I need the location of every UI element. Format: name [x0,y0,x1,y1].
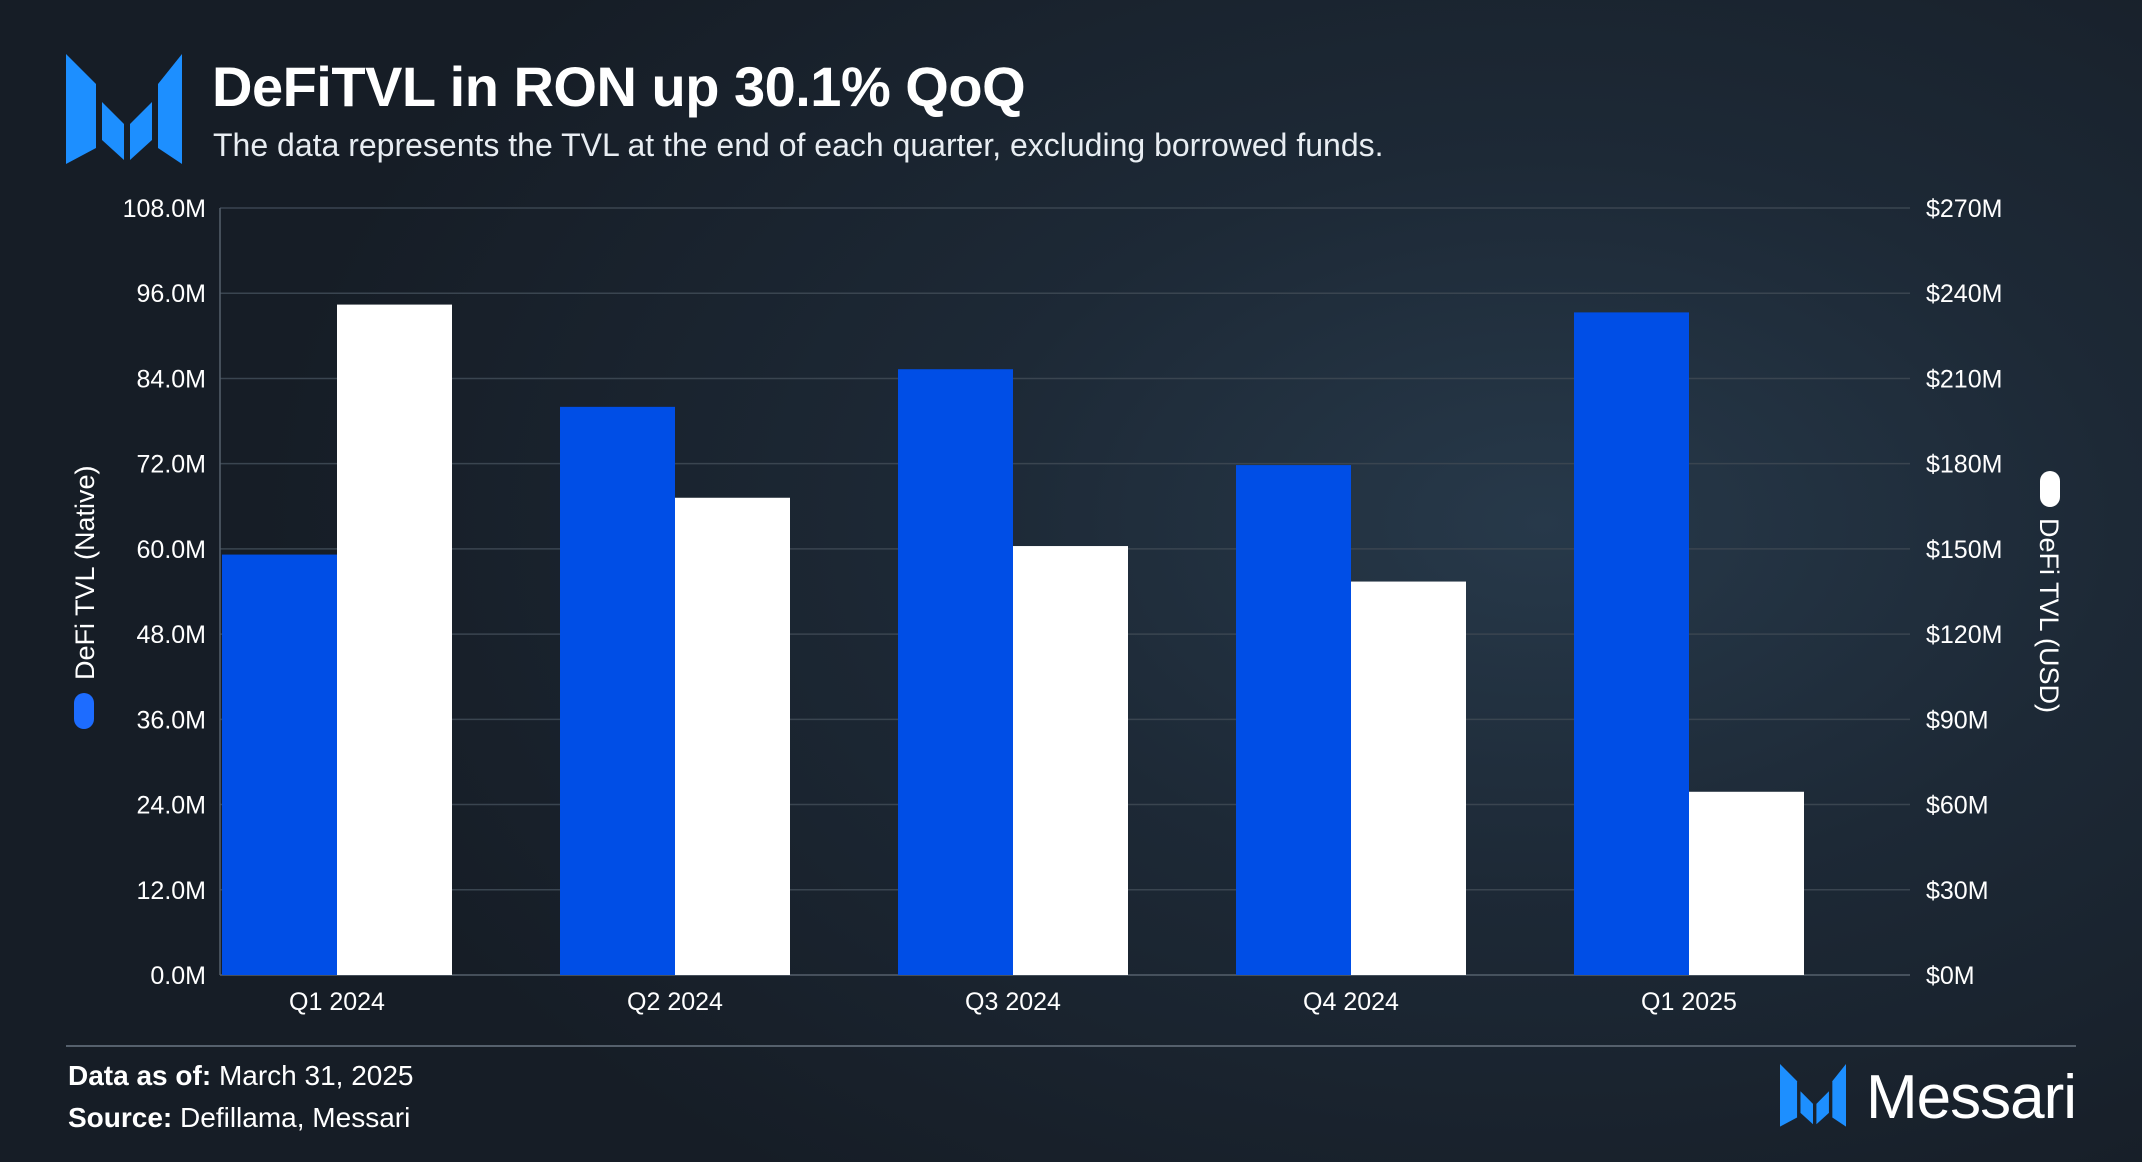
bar-native [898,369,1013,975]
bar-usd [1689,791,1804,975]
x-tick-label: Q3 2024 [965,988,1061,1016]
footer-date-label: Data as of: [68,1060,212,1091]
y-left-tick-label: 84.0M [137,365,206,393]
bar-native [1574,312,1689,975]
y-right-tick-label: $270M [1926,195,2002,223]
y-right-tick-label: $90M [1926,706,1989,734]
footer-source: Source: Defillama, Messari [68,1102,410,1134]
y-right-axis-title: DeFi TVL (USD) [2034,518,2064,713]
brand-logo: Messari [1779,1062,2077,1132]
y-left-tick-label: 72.0M [137,451,206,479]
bar-native [1236,465,1351,975]
chart-title: DeFiTVL in RON up 30.1% QoQ [212,55,1026,118]
y-left-axis-title: DeFi TVL (Native) [70,465,100,680]
y-right-tick-label: $210M [1926,365,2002,393]
legend-native-swatch [74,693,94,729]
bar-usd [1351,581,1466,975]
bar-usd [675,497,790,975]
footer-source-value: Defillama, Messari [180,1102,411,1133]
y-right-tick-label: $150M [1926,536,2002,564]
y-right-tick-label: $0M [1926,962,1975,990]
y-right-tick-label: $180M [1926,451,2002,479]
y-left-tick-label: 36.0M [137,706,206,734]
y-right-tick-label: $120M [1926,621,2002,649]
y-left-tick-label: 12.0M [137,877,206,905]
chart-subtitle: The data represents the TVL at the end o… [213,127,1384,163]
footer-divider [66,1045,2076,1047]
x-tick-label: Q1 2025 [1641,988,1737,1016]
x-tick-label: Q4 2024 [1303,988,1399,1016]
x-tick-label: Q1 2024 [289,988,385,1016]
y-left-tick-label: 0.0M [150,962,206,990]
y-left-tick-label: 48.0M [137,621,206,649]
footer-source-label: Source: [68,1102,173,1133]
x-tick-label: Q2 2024 [627,988,723,1016]
brand-name: Messari [1865,1062,2077,1132]
y-left-tick-label: 60.0M [137,536,206,564]
messari-logo-icon [66,54,182,164]
bar-native [560,406,675,976]
messari-brand-icon [1779,1064,1846,1127]
y-left-tick-label: 96.0M [137,280,206,308]
y-right-tick-label: $60M [1926,792,1989,820]
y-right-tick-label: $30M [1926,877,1989,905]
y-left-tick-label: 108.0M [123,195,206,223]
bar-usd [1013,546,1128,975]
footer-date-value: March 31, 2025 [218,1060,414,1091]
y-left-tick-label: 24.0M [137,792,206,820]
legend-usd-swatch [2040,471,2060,507]
footer-date: Data as of: March 31, 2025 [68,1060,414,1092]
y-right-tick-label: $240M [1926,280,2002,308]
bar-usd [337,304,452,975]
bar-native [222,554,337,975]
